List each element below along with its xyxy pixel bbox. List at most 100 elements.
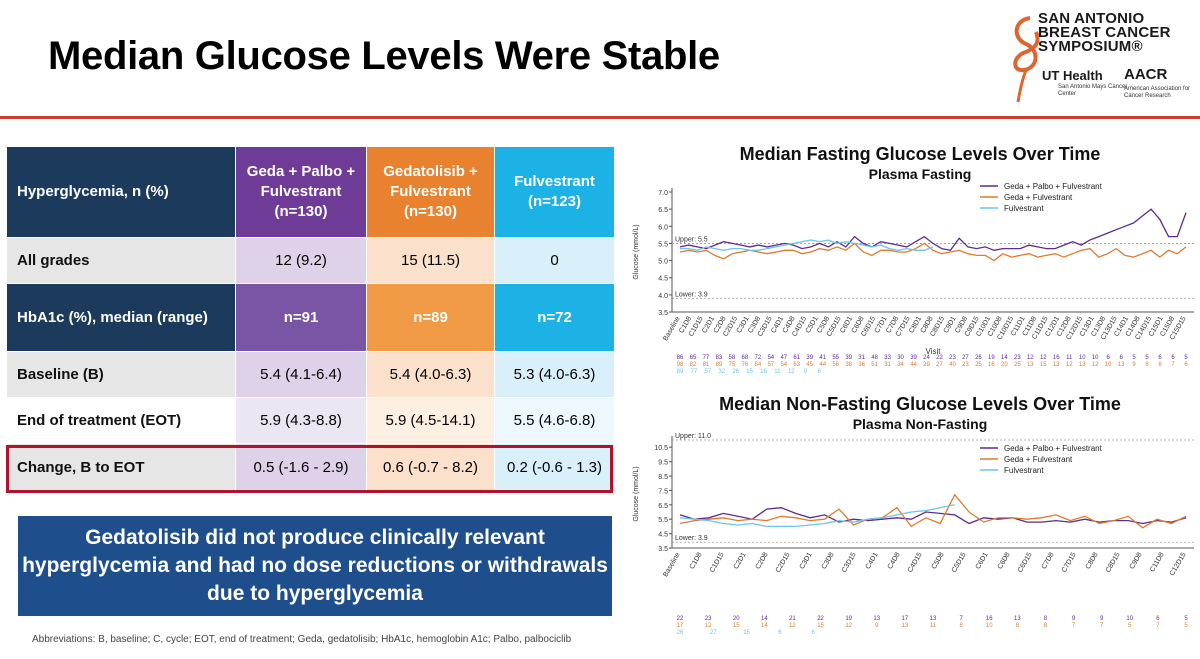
conclusion-callout: Gedatolisib did not produce clinically r… bbox=[18, 516, 612, 616]
count-label: 68 bbox=[742, 355, 749, 361]
count-label: 15 bbox=[743, 630, 750, 636]
count-label: 10 bbox=[986, 623, 993, 629]
slide-title: Median Glucose Levels Were Stable bbox=[48, 34, 720, 78]
count-label: 19 bbox=[845, 616, 852, 622]
count-label: 27 bbox=[936, 362, 943, 368]
x-tick-label: C3D8 bbox=[821, 551, 836, 570]
count-label: 15 bbox=[746, 369, 753, 375]
count-label: 16 bbox=[986, 616, 993, 622]
count-label: 83 bbox=[716, 355, 723, 361]
count-label: 6 bbox=[817, 369, 821, 375]
count-label: 75 bbox=[729, 362, 736, 368]
logo-line: SAN ANTONIO bbox=[1038, 10, 1145, 27]
count-label: 98 bbox=[677, 362, 684, 368]
series-line-2 bbox=[679, 504, 955, 528]
x-tick-label: C6D1 bbox=[975, 551, 990, 570]
hyperglycemia-table: Hyperglycemia, n (%) Geda + Palbo + Fulv… bbox=[6, 146, 615, 492]
count-label: 14 bbox=[1001, 355, 1008, 361]
count-label: 89 bbox=[677, 369, 684, 375]
y-axis-label: Glucose (mmol/L) bbox=[633, 466, 640, 521]
reference-line-label: Upper: 5.5 bbox=[675, 236, 708, 243]
count-label: 23 bbox=[949, 355, 956, 361]
y-tick-label: 6.5 bbox=[658, 503, 668, 510]
count-label: 13 bbox=[873, 616, 880, 622]
count-label: 54 bbox=[767, 355, 774, 361]
reference-line-label: Lower: 3.9 bbox=[675, 535, 708, 542]
count-label: 38 bbox=[845, 362, 852, 368]
count-label: 77 bbox=[691, 369, 698, 375]
count-label: 55 bbox=[832, 355, 839, 361]
series-line-2 bbox=[680, 239, 934, 251]
count-label: 8 bbox=[959, 623, 963, 629]
legend-label: Geda + Fulvestrant bbox=[1004, 193, 1073, 202]
count-label: 17 bbox=[902, 616, 909, 622]
count-label: 27 bbox=[710, 630, 717, 636]
y-tick-label: 5.0 bbox=[658, 259, 668, 266]
count-label: 26 bbox=[677, 630, 684, 636]
count-label: 12 bbox=[1027, 355, 1034, 361]
count-label: 34 bbox=[897, 362, 904, 368]
count-label: 12 bbox=[705, 623, 712, 629]
ut-health-subtitle: San Antonio Mays Cancer Center bbox=[1058, 84, 1128, 97]
count-label: 47 bbox=[780, 355, 787, 361]
count-label: 9 bbox=[1100, 616, 1104, 622]
count-label: 9 bbox=[804, 369, 808, 375]
aacr-subtitle: American Association for Cancer Research bbox=[1124, 86, 1191, 99]
chart2-subtitle: Plasma Non-Fasting bbox=[852, 416, 988, 432]
table-row-label: Change, B to EOT bbox=[6, 443, 236, 492]
count-label: 12 bbox=[1040, 355, 1047, 361]
count-label: 48 bbox=[871, 355, 878, 361]
count-label: 7 bbox=[1171, 362, 1175, 368]
abbreviations: Abbreviations: B, baseline; C, cycle; EO… bbox=[32, 634, 572, 645]
count-label: 57 bbox=[704, 369, 711, 375]
count-label: 76 bbox=[742, 362, 749, 368]
logo-line: SYMPOSIUM® bbox=[1038, 38, 1143, 55]
count-label: 13 bbox=[1118, 362, 1125, 368]
table-cell: 5.9 (4.3-8.8) bbox=[235, 397, 367, 444]
count-label: 58 bbox=[729, 355, 736, 361]
series-line-1 bbox=[679, 493, 1187, 529]
table-row-label: All grades bbox=[6, 237, 236, 284]
x-tick-label: C7D15 bbox=[1061, 551, 1078, 573]
count-label: 13 bbox=[902, 623, 909, 629]
count-label: 26 bbox=[975, 355, 982, 361]
table-cell: 5.4 (4.0-6.3) bbox=[366, 351, 495, 398]
count-label: 13 bbox=[1079, 362, 1086, 368]
y-tick-label: 4.5 bbox=[658, 532, 668, 539]
table-cell: 5.3 (4.0-6.3) bbox=[494, 351, 615, 398]
x-tick-label: C11D8 bbox=[1149, 551, 1166, 573]
x-tick-label: C1D8 bbox=[689, 551, 704, 570]
table-cell: n=91 bbox=[235, 283, 367, 352]
table-cell: n=72 bbox=[494, 283, 615, 352]
count-label: 25 bbox=[1014, 362, 1021, 368]
count-label: 27 bbox=[962, 355, 969, 361]
count-label: 44 bbox=[819, 362, 826, 368]
aacr-logo: AACR bbox=[1124, 66, 1168, 83]
count-label: 11 bbox=[774, 369, 781, 375]
count-label: 10 bbox=[1126, 616, 1133, 622]
count-label: 20 bbox=[1001, 362, 1008, 368]
count-label: 8 bbox=[1016, 623, 1020, 629]
table-cell: 12 (9.2) bbox=[235, 237, 367, 284]
count-label: 7 bbox=[959, 616, 963, 622]
count-label: 13 bbox=[1027, 362, 1034, 368]
y-tick-label: 5.5 bbox=[658, 241, 668, 248]
series-line-0 bbox=[679, 208, 1187, 252]
count-label: 12 bbox=[788, 369, 795, 375]
count-label: 82 bbox=[690, 362, 697, 368]
count-label: 24 bbox=[923, 355, 930, 361]
count-label: 6 bbox=[1106, 355, 1110, 361]
x-tick-label: C3D1 bbox=[799, 551, 814, 570]
count-label: 31 bbox=[884, 362, 891, 368]
count-label: 5 bbox=[1184, 355, 1188, 361]
x-tick-label: C2D1 bbox=[733, 551, 748, 570]
chart1-subtitle: Plasma Fasting bbox=[868, 166, 972, 182]
y-tick-label: 4.5 bbox=[658, 276, 668, 283]
count-label: 12 bbox=[789, 623, 796, 629]
count-label: 44 bbox=[910, 362, 917, 368]
count-label: 7 bbox=[1072, 623, 1076, 629]
x-tick-label: C5D8 bbox=[931, 551, 946, 570]
chart2-title: Median Non-Fasting Glucose Levels Over T… bbox=[719, 394, 1121, 414]
count-label: 54 bbox=[780, 362, 787, 368]
count-label: 32 bbox=[718, 369, 725, 375]
